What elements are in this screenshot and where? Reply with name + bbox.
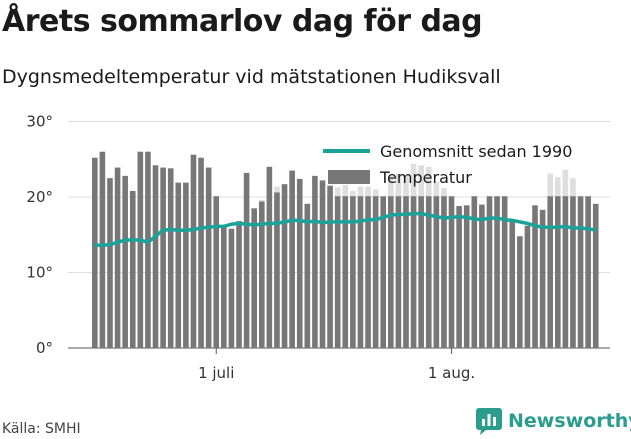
x-tick-label: 1 aug. bbox=[428, 364, 475, 382]
temperature-bar bbox=[395, 196, 402, 348]
temperature-bar bbox=[129, 190, 136, 348]
temperature-bar bbox=[251, 208, 257, 348]
temperature-bar bbox=[304, 203, 311, 348]
legend-label-average: Genomsnitt sedan 1990 bbox=[380, 142, 572, 161]
temperature-bar bbox=[281, 184, 288, 348]
temperature-bar bbox=[350, 196, 356, 348]
temperature-bar bbox=[137, 151, 144, 348]
temperature-bar bbox=[547, 196, 553, 348]
temperature-bar bbox=[365, 196, 371, 348]
temperature-bar bbox=[175, 182, 182, 348]
temperature-bar bbox=[562, 196, 569, 348]
y-axis-ticks: 0° 10° 20° 30° bbox=[26, 113, 53, 358]
temperature-bar bbox=[585, 196, 591, 348]
temperature-bar bbox=[463, 205, 470, 348]
temperature-bar bbox=[107, 178, 113, 348]
temperature-bar bbox=[236, 221, 242, 348]
temperature-bar bbox=[312, 175, 318, 348]
temperature-bar bbox=[372, 196, 379, 348]
temperature-bar bbox=[486, 196, 493, 348]
average-line-group bbox=[94, 211, 597, 248]
temperature-bar bbox=[517, 236, 523, 348]
temperature-bar bbox=[122, 175, 128, 348]
temperature-bar bbox=[327, 185, 333, 348]
temperature-bar bbox=[99, 151, 106, 348]
y-tick-label: 10° bbox=[26, 264, 53, 282]
temperature-bar bbox=[501, 196, 508, 348]
temperature-bar bbox=[213, 196, 220, 348]
y-tick-label: 30° bbox=[26, 113, 53, 131]
temperature-bar bbox=[539, 209, 546, 348]
temperature-bar bbox=[380, 196, 387, 348]
chart-title: Årets sommarlov dag för dag bbox=[2, 4, 483, 39]
temperature-bar bbox=[228, 228, 235, 348]
x-tick-label: 1 juli bbox=[198, 364, 234, 382]
temperature-bar bbox=[577, 196, 584, 348]
x-axis-ticks: 1 juli 1 aug. bbox=[198, 348, 475, 382]
y-tick-label: 0° bbox=[36, 339, 53, 357]
temperature-bars bbox=[92, 151, 599, 348]
average-line bbox=[94, 211, 597, 248]
temperature-bar bbox=[145, 151, 151, 348]
temperature-bar bbox=[183, 182, 189, 348]
temperature-bar bbox=[342, 196, 349, 348]
temperature-bar bbox=[274, 192, 280, 348]
temperature-bar bbox=[448, 196, 455, 348]
legend-label-temperature: Temperatur bbox=[379, 168, 472, 187]
temperature-bar bbox=[532, 205, 538, 348]
temperature-bar bbox=[479, 204, 485, 348]
temperature-bar bbox=[160, 167, 166, 348]
temperature-bar bbox=[456, 206, 462, 348]
temperature-bar bbox=[190, 154, 197, 348]
temperature-bar bbox=[524, 225, 531, 348]
temperature-bar bbox=[205, 167, 212, 348]
temperature-bar bbox=[410, 196, 417, 348]
temperature-bar bbox=[425, 196, 432, 348]
temperature-bar bbox=[319, 180, 326, 348]
temperature-bar bbox=[258, 201, 265, 348]
temperature-bar bbox=[334, 196, 341, 348]
temperature-bar bbox=[266, 166, 273, 348]
temperature-bar bbox=[92, 157, 98, 348]
temperature-bar bbox=[433, 196, 440, 348]
legend-bar-swatch bbox=[328, 170, 370, 184]
temperature-bar bbox=[221, 227, 227, 348]
temperature-bar bbox=[418, 196, 424, 348]
temperature-bar bbox=[592, 203, 599, 348]
temperature-bar bbox=[243, 172, 250, 348]
temperature-bar bbox=[403, 196, 409, 348]
source-note: Källa: SMHI bbox=[2, 421, 81, 437]
temperature-bar bbox=[114, 167, 121, 348]
legend: Genomsnitt sedan 1990 Temperatur bbox=[323, 142, 572, 187]
temperature-bar bbox=[509, 221, 516, 348]
temperature-bar bbox=[388, 196, 394, 348]
brand-logo: Newsworthy bbox=[476, 407, 631, 435]
temperature-bar bbox=[441, 196, 447, 348]
temperature-bar bbox=[152, 165, 159, 348]
temperature-bar bbox=[471, 196, 478, 348]
temperature-bar bbox=[570, 196, 576, 348]
temperature-bar bbox=[554, 196, 561, 348]
temperature-bar bbox=[494, 196, 500, 348]
temperature-bar bbox=[296, 178, 303, 348]
temperature-bar bbox=[198, 157, 204, 348]
y-tick-label: 20° bbox=[26, 188, 53, 206]
temperature-bar bbox=[289, 170, 295, 348]
temperature-bar bbox=[167, 168, 174, 348]
chart-subtitle: Dygnsmedeltemperatur vid mätstationen Hu… bbox=[2, 66, 501, 88]
brand-name: Newsworthy bbox=[508, 410, 631, 432]
bar-chart-icon bbox=[476, 408, 502, 435]
temperature-bar bbox=[357, 196, 364, 348]
